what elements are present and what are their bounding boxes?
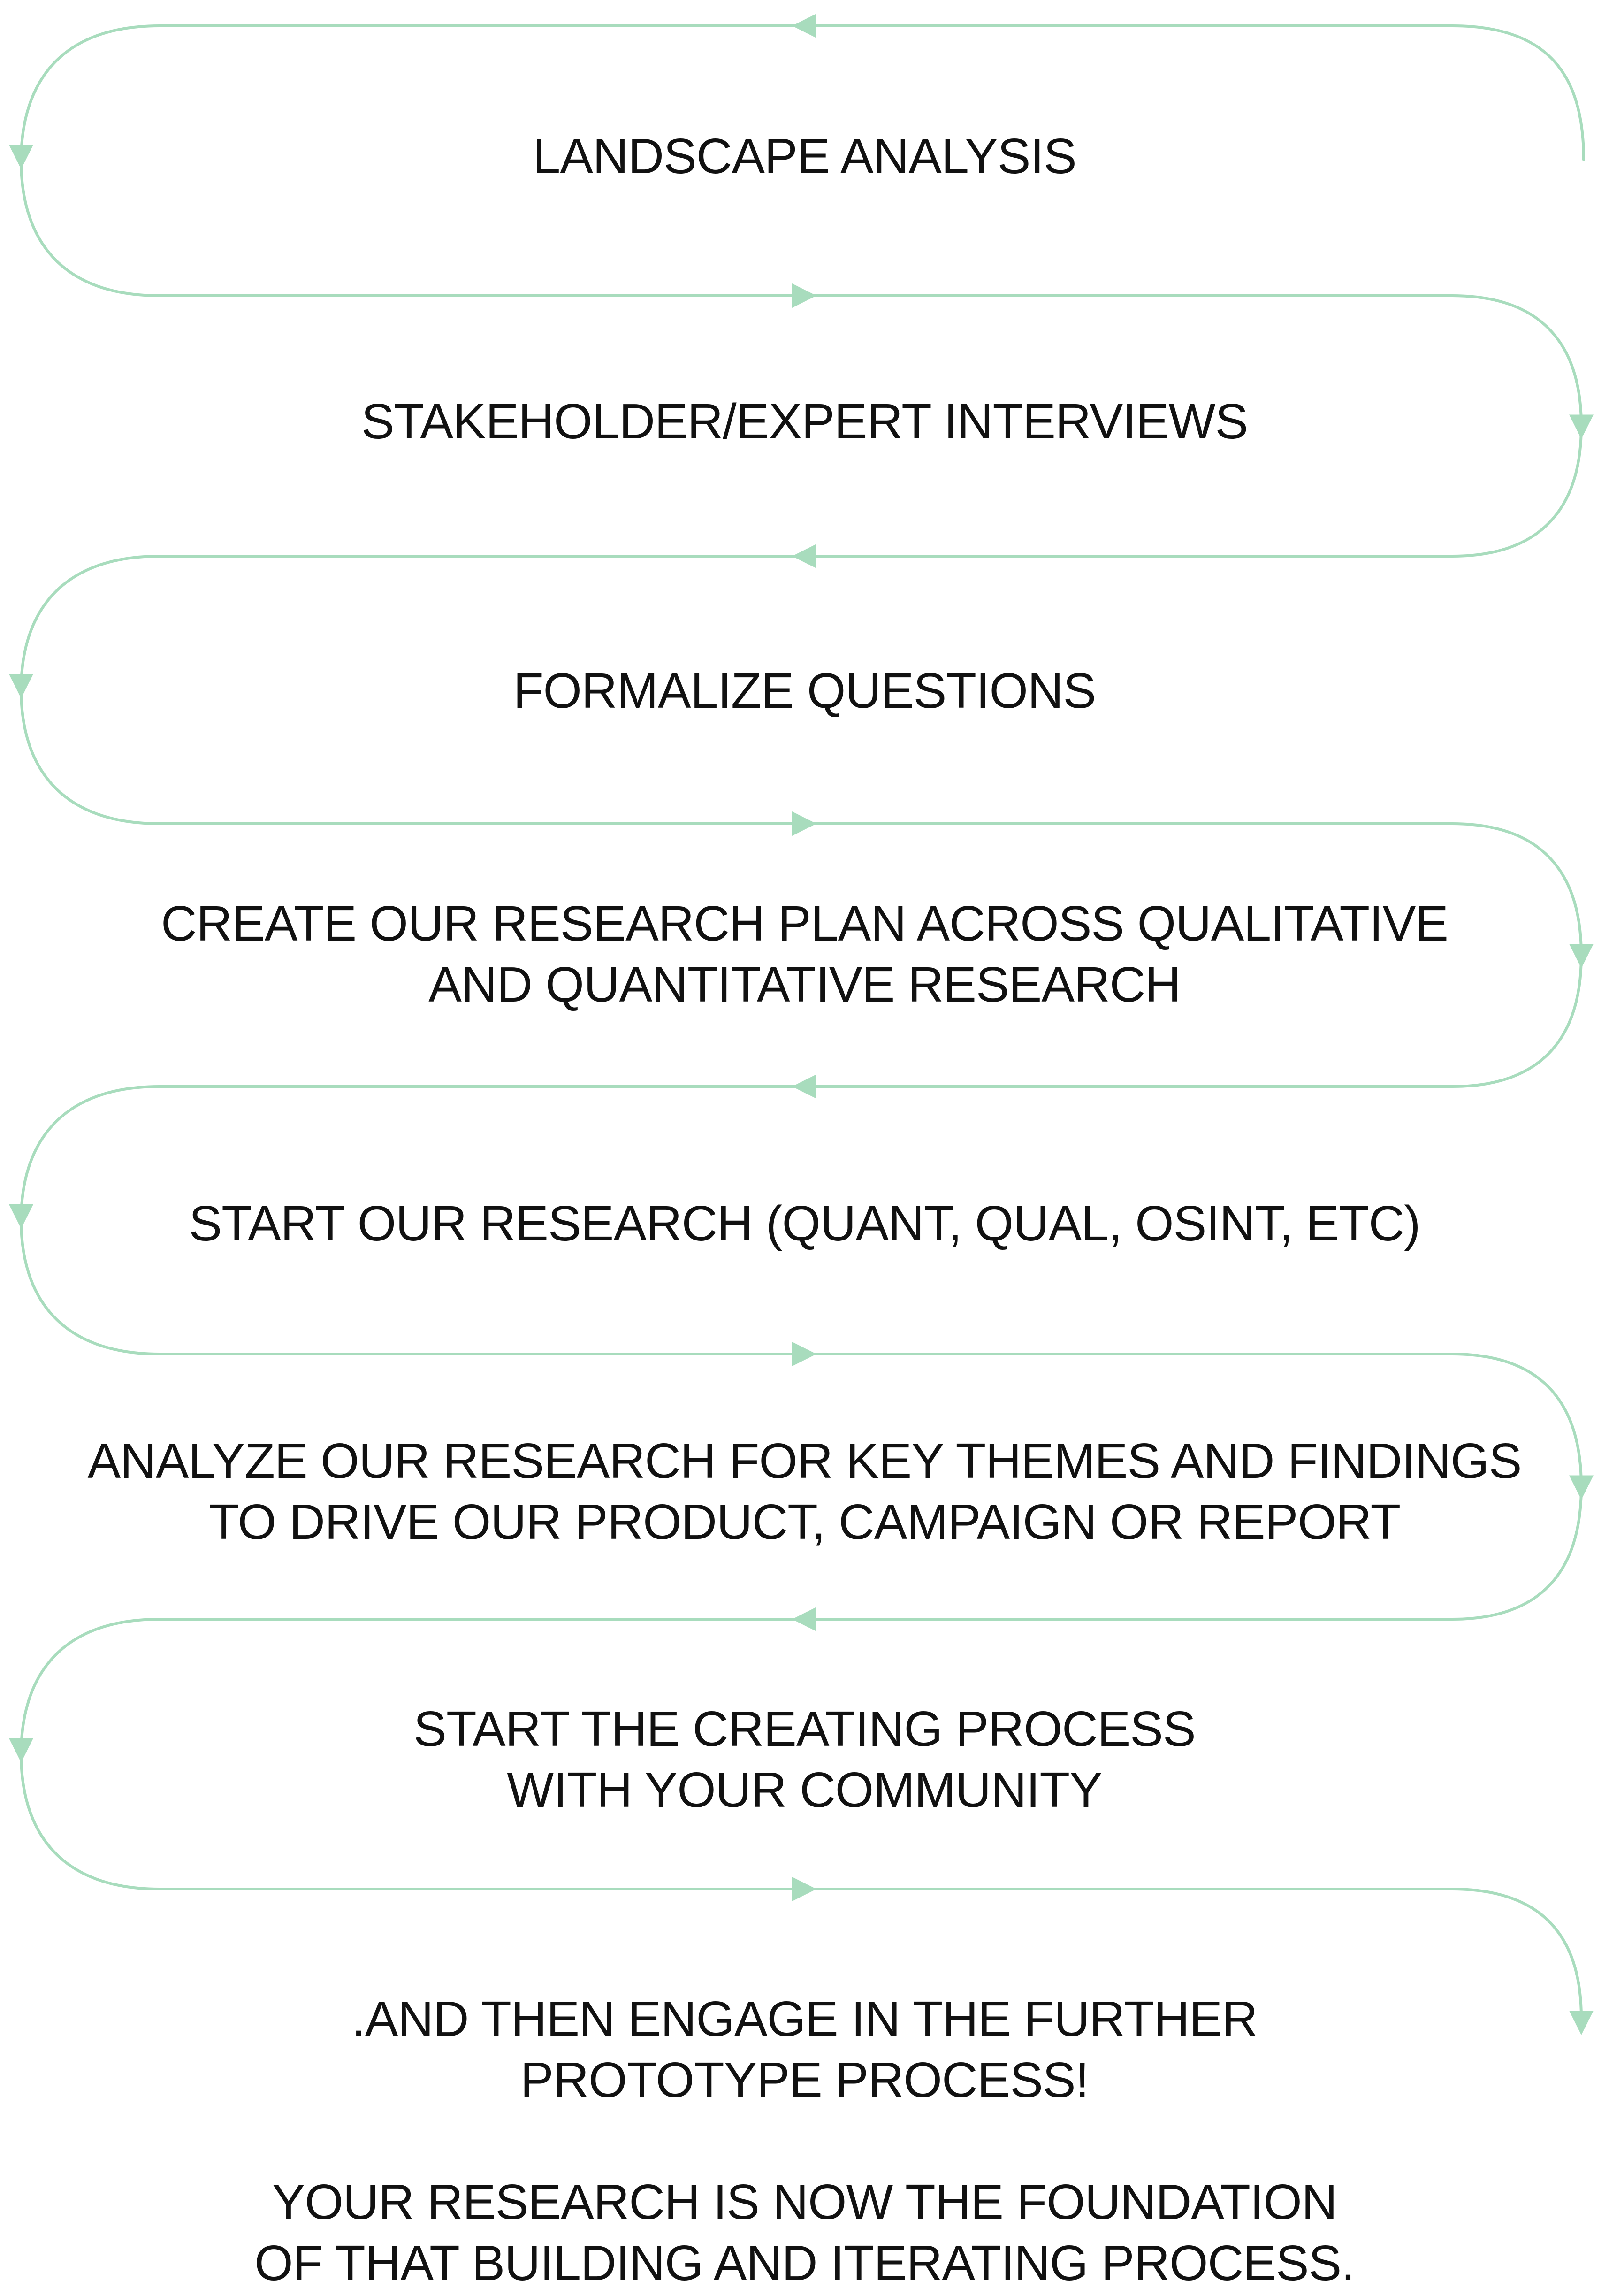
step-label-line: ANALYZE OUR RESEARCH FOR KEY THEMES AND …	[87, 1433, 1522, 1489]
step-stakeholder-expert-interviews: STAKEHOLDER/EXPERT INTERVIEWS	[0, 391, 1609, 452]
step-analyze-research: ANALYZE OUR RESEARCH FOR KEY THEMES AND …	[0, 1431, 1609, 1553]
step-start-research: START OUR RESEARCH (QUANT, QUAL, OSINT, …	[0, 1193, 1609, 1254]
step-label-line: START OUR RESEARCH (QUANT, QUAL, OSINT, …	[189, 1196, 1420, 1251]
arrow-icon	[792, 1877, 816, 1901]
arrow-icon	[792, 1342, 816, 1366]
arrow-icon	[9, 145, 33, 169]
arrow-icon	[792, 283, 816, 308]
arrow-icon	[1569, 414, 1594, 439]
step-label-line: FORMALIZE QUESTIONS	[513, 663, 1096, 719]
step-start-creating-process: START THE CREATING PROCESS WITH YOUR COM…	[0, 1699, 1609, 1821]
step-create-research-plan: CREATE OUR RESEARCH PLAN ACROSS QUALITAT…	[0, 893, 1609, 1015]
arrow-icon	[1569, 2011, 1594, 2035]
arrow-icon	[792, 811, 816, 836]
step-formalize-questions: FORMALIZE QUESTIONS	[0, 660, 1609, 721]
closing-line: YOUR RESEARCH IS NOW THE FOUNDATION	[272, 2174, 1338, 2230]
arrow-icon	[792, 544, 816, 568]
arrow-icon	[1569, 944, 1594, 968]
step-label-line: WITH YOUR COMMUNITY	[507, 1762, 1103, 1818]
step-label-line: TO DRIVE OUR PRODUCT, CAMPAIGN OR REPORT	[208, 1494, 1401, 1550]
step-label-line: STAKEHOLDER/EXPERT INTERVIEWS	[361, 394, 1248, 449]
connector-top	[158, 24, 1585, 161]
arrow-icon	[792, 14, 816, 38]
arrow-icon	[9, 1738, 33, 1763]
step-engage-prototype-process: .AND THEN ENGAGE IN THE FURTHER PROTOTYP…	[0, 1989, 1609, 2111]
step-label-line: AND QUANTITATIVE RESEARCH	[428, 957, 1181, 1012]
connector-tail	[1451, 1888, 1583, 2020]
step-label-line: START THE CREATING PROCESS	[413, 1701, 1196, 1757]
arrow-icon	[9, 674, 33, 698]
step-label-line: .AND THEN ENGAGE IN THE FURTHER	[351, 1991, 1258, 2047]
arrow-icon	[792, 1607, 816, 1631]
step-label-line: LANDSCAPE ANALYSIS	[533, 129, 1076, 184]
step-landscape-analysis: LANDSCAPE ANALYSIS	[0, 126, 1609, 187]
step-label-line: PROTOTYPE PROCESS!	[520, 2052, 1089, 2108]
arrow-icon	[792, 1074, 816, 1099]
arrow-icon	[9, 1204, 33, 1229]
step-label-line: CREATE OUR RESEARCH PLAN ACROSS QUALITAT…	[160, 896, 1449, 951]
closing-line: OF THAT BUILDING AND ITERATING PROCESS.	[254, 2235, 1355, 2291]
arrow-icon	[1569, 1475, 1594, 1500]
closing-statement: YOUR RESEARCH IS NOW THE FOUNDATION OF T…	[0, 2172, 1609, 2294]
